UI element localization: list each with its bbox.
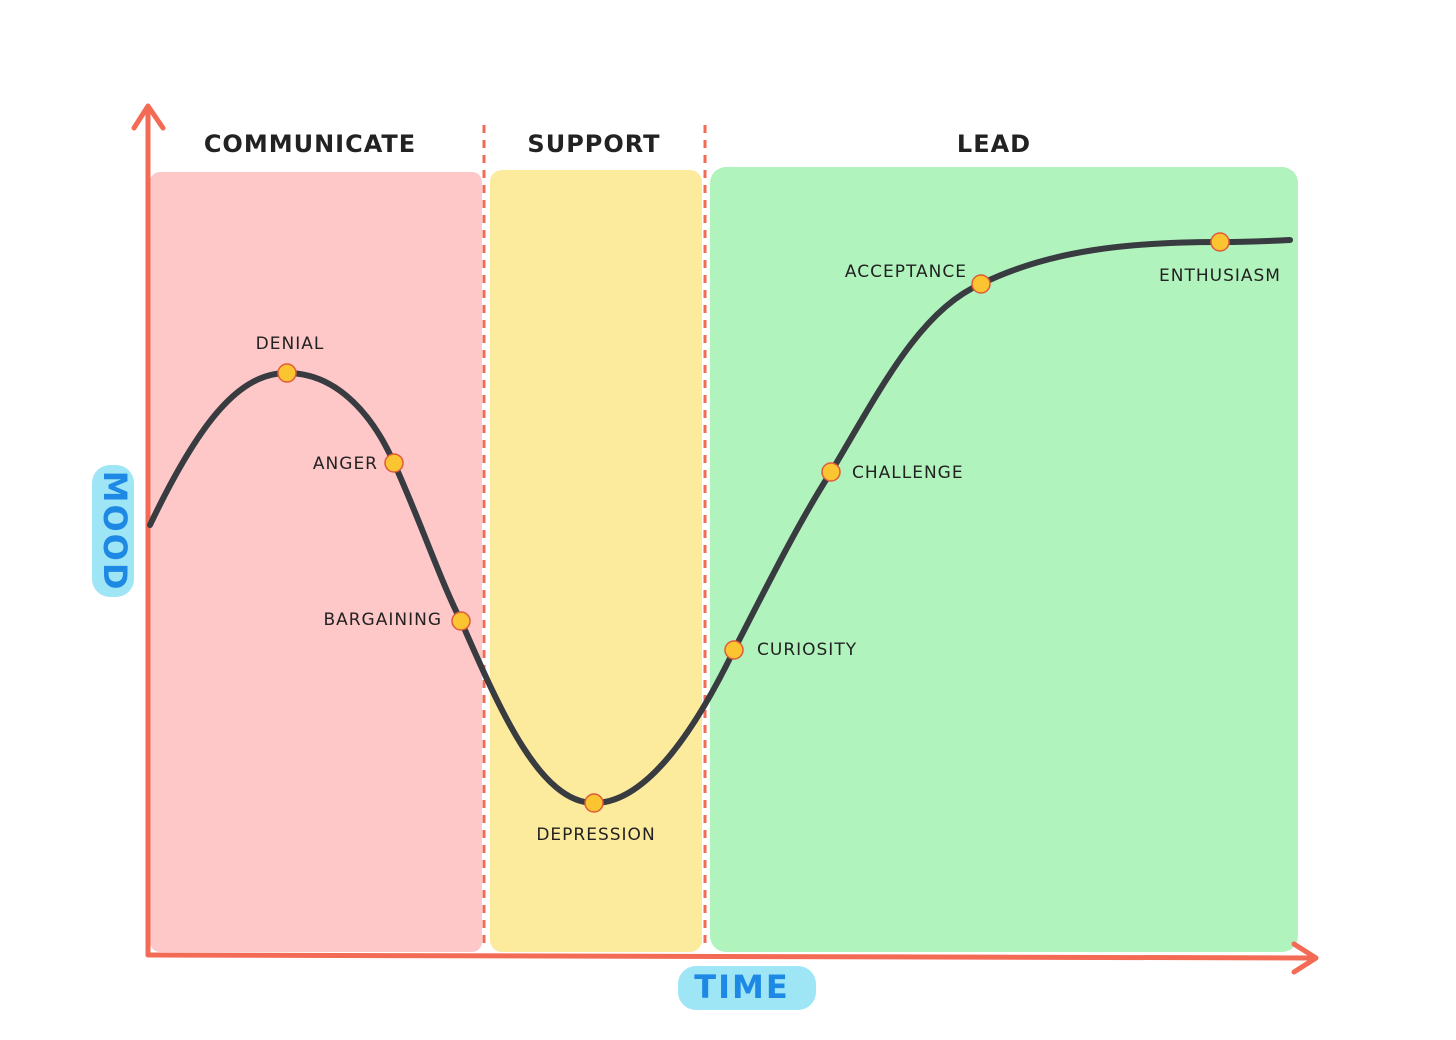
stage-label: DEPRESSION: [536, 825, 655, 845]
zone-lead: [710, 167, 1298, 952]
zone-support: [490, 170, 702, 952]
zone-communicate: [150, 172, 482, 952]
stage-point: [971, 274, 991, 294]
stage-label: BARGAINING: [323, 610, 442, 630]
stage-label: CURIOSITY: [757, 640, 857, 660]
stage-label: DENIAL: [256, 334, 325, 354]
axes: [131, 103, 1319, 975]
zone-title: LEAD: [957, 130, 1031, 158]
stage-label: CHALLENGE: [852, 463, 964, 483]
stage-label: ENTHUSIASM: [1159, 266, 1281, 286]
stage-label: ACCEPTANCE: [845, 262, 967, 282]
stage-point: [584, 793, 604, 813]
stage-point: [384, 453, 404, 473]
label-highlight: [678, 966, 816, 1010]
zone-title: SUPPORT: [527, 130, 660, 158]
zone-title: COMMUNICATE: [204, 130, 416, 158]
stage-point: [724, 640, 744, 660]
label-highlight: [92, 465, 134, 597]
stage-point: [451, 611, 471, 631]
x-axis-label: TIME: [694, 968, 789, 1006]
stage-point: [821, 462, 841, 482]
stage-point: [1210, 232, 1230, 252]
y-axis-label: MOOD: [96, 471, 134, 592]
stage-points: [277, 232, 1230, 813]
stage-point: [277, 363, 297, 383]
mood-curve: [147, 237, 1293, 807]
stage-label: ANGER: [313, 454, 378, 474]
